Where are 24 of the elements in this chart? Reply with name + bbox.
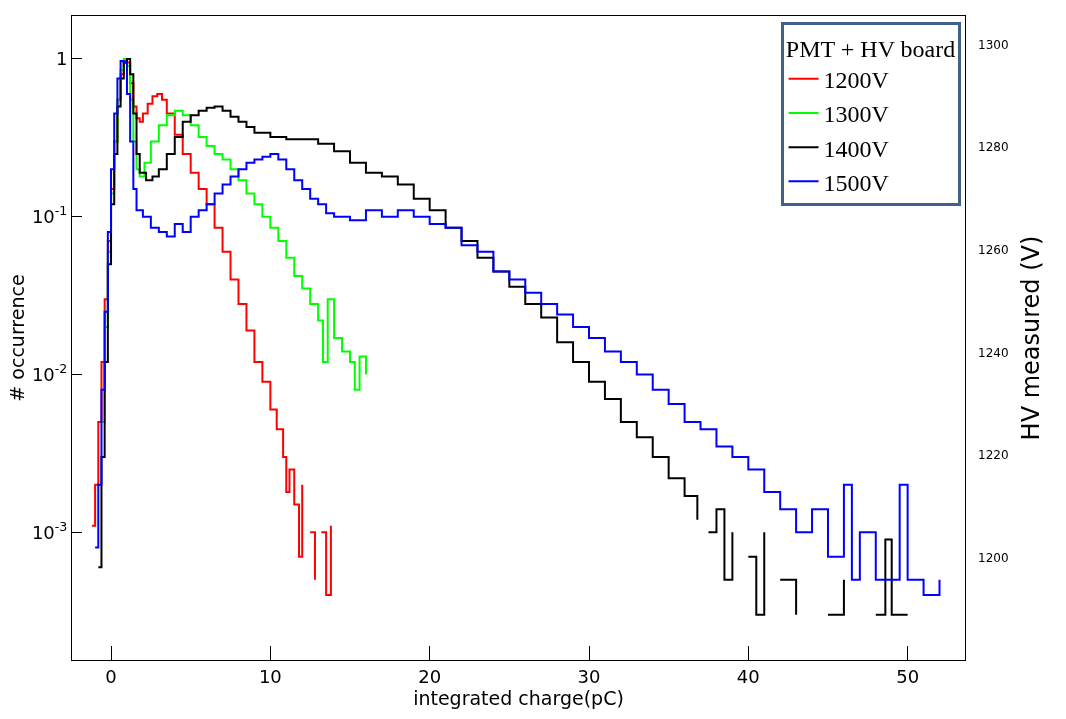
y2-axis-title: HV measured (V) (1016, 235, 1045, 441)
y2-tick-label: 1280 (978, 140, 1009, 155)
y-tick-label: 1 (55, 48, 68, 70)
y2-tick-label: 1260 (978, 243, 1009, 258)
y2-tick-label: 1200 (978, 550, 1009, 565)
x-axis-title: integrated charge(pC) (413, 686, 624, 709)
y2-tick-label: 1300 (978, 37, 1009, 52)
legend-label: 1300V (823, 101, 890, 128)
legend-label: 1400V (823, 135, 890, 162)
x-tick-label: 10 (258, 665, 282, 687)
legend-label: 1500V (823, 169, 890, 196)
x-tick-label: 40 (736, 665, 760, 687)
legend-label: 1200V (823, 67, 890, 94)
y-tick-label: 10$^{-2}$ (31, 361, 68, 385)
y-axis-title: # occurrence (5, 274, 28, 402)
x-tick-label: 0 (105, 665, 117, 687)
legend-title: PMT + HV board (785, 35, 956, 62)
x-tick-label: 30 (577, 665, 601, 687)
x-tick-label: 20 (418, 665, 442, 687)
y2-tick-label: 1220 (978, 448, 1009, 463)
y-tick-label: 10$^{-3}$ (31, 518, 68, 543)
x-tick-label: 50 (896, 665, 920, 687)
y-tick-label: 10$^{-1}$ (31, 203, 68, 227)
y2-tick-label: 1240 (978, 345, 1009, 360)
